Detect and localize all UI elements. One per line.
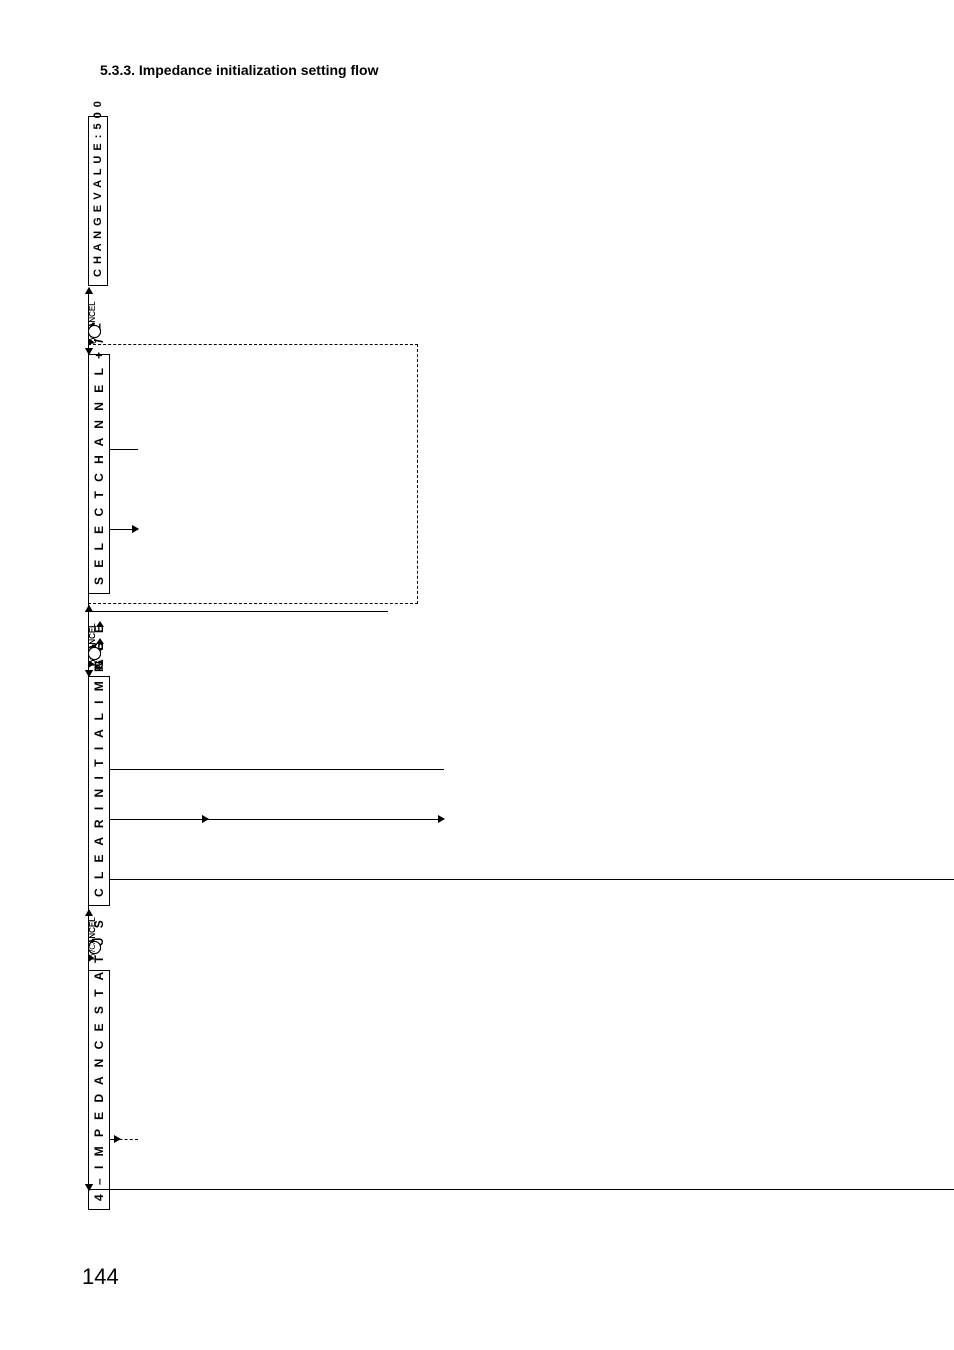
cancel-button[interactable] (88, 647, 101, 660)
box-change-value-50: C H A N G E V A L U E : 5 0 (88, 116, 108, 286)
box-select-channel-clear: S E L E C T C H A N N E L + / – (88, 354, 110, 594)
dashed-group (88, 344, 418, 604)
page-number: 144 (82, 1264, 119, 1290)
spine-left (88, 1189, 954, 1190)
box-impedance-status: 4 – I M P E D A N C E S T A T U S (88, 970, 110, 1210)
flow-diagram: Default Display A O – 1 6 V E R. 3.0 0 M… (88, 110, 878, 1210)
section-heading: 5.3.3. Impedance initialization setting … (100, 62, 379, 78)
arrow (88, 288, 89, 354)
spine-center (88, 879, 954, 880)
arrow (88, 606, 89, 676)
box-clear-initial-imp: C L E A R I N I T I A L I M P. (88, 676, 110, 906)
loop-line (88, 611, 388, 612)
cancel-label: /CANCEL (88, 917, 97, 960)
arrow (88, 906, 89, 1190)
clear-imp-text: C L E A R I N I T I A L I M P. (92, 656, 106, 897)
